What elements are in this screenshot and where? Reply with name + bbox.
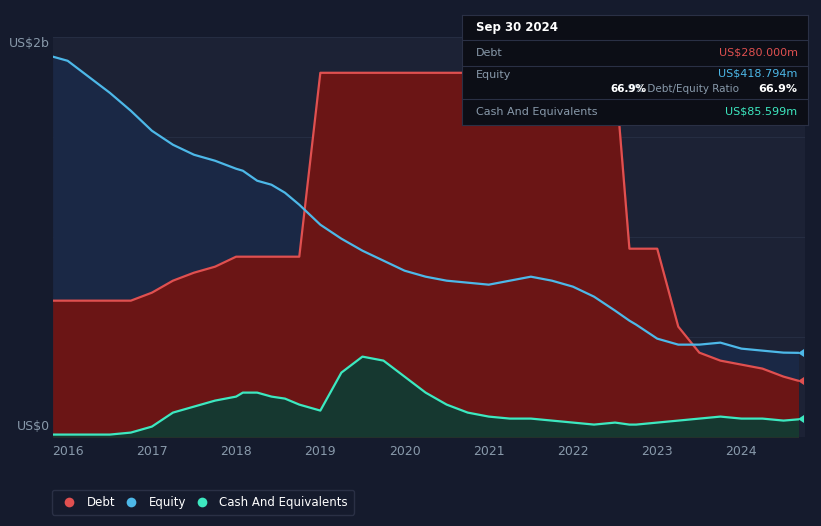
- Text: 66.9% Debt/Equity Ratio: 66.9% Debt/Equity Ratio: [611, 84, 739, 94]
- Text: Sep 30 2024: Sep 30 2024: [476, 21, 557, 34]
- Text: Equity: Equity: [476, 70, 511, 80]
- Text: US$2b: US$2b: [9, 37, 49, 50]
- Text: US$418.794m: US$418.794m: [718, 68, 798, 78]
- Text: Cash And Equivalents: Cash And Equivalents: [476, 107, 598, 117]
- Text: US$280.000m: US$280.000m: [718, 48, 798, 58]
- Text: 66.9%: 66.9%: [611, 84, 647, 94]
- Text: US$0: US$0: [16, 420, 49, 432]
- Text: US$85.599m: US$85.599m: [726, 107, 798, 117]
- Legend: Debt, Equity, Cash And Equivalents: Debt, Equity, Cash And Equivalents: [52, 490, 354, 514]
- Text: 66.9%: 66.9%: [759, 84, 798, 94]
- Text: Debt: Debt: [476, 48, 502, 58]
